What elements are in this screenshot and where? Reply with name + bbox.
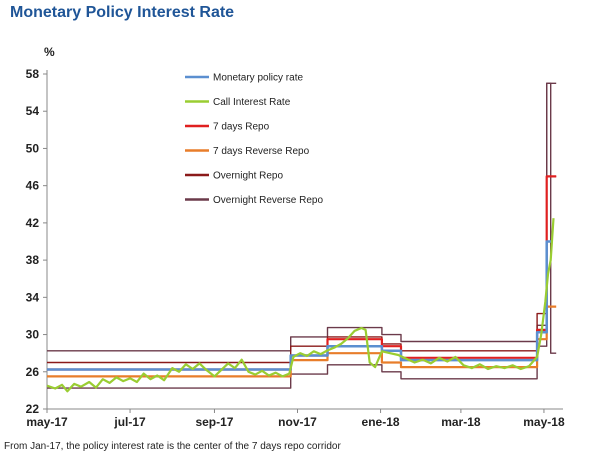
- y-tick-label: 34: [26, 290, 40, 304]
- y-axis-unit-label: %: [44, 45, 55, 59]
- y-tick-label: 30: [26, 328, 40, 342]
- series-line-overnight-repo: [47, 175, 557, 364]
- y-tick-label: 50: [26, 141, 40, 155]
- y-tick-label: 54: [26, 104, 40, 118]
- series-line-7-days-reverse-repo: [47, 305, 557, 378]
- legend-label: Overnight Repo: [213, 171, 283, 182]
- y-tick-label: 46: [26, 179, 40, 193]
- chart-title: Monetary Policy Interest Rate: [10, 4, 235, 21]
- x-tick-label: mar-18: [441, 415, 481, 429]
- series-line-corridor-upper: [47, 82, 557, 352]
- x-tick-label: jul-17: [113, 415, 146, 429]
- series-line-call-interest-rate: [46, 218, 555, 393]
- legend-label: 7 days Reverse Repo: [213, 146, 310, 157]
- chart-footnote: From Jan-17, the policy interest rate is…: [4, 441, 341, 452]
- series-line-overnight-reverse-repo: [47, 82, 557, 389]
- legend-label: Monetary policy rate: [213, 73, 303, 84]
- y-tick-label: 42: [26, 216, 40, 230]
- y-tick-label: 26: [26, 365, 40, 379]
- chart-series-layer: [46, 82, 557, 393]
- chart-legend: Monetary policy rate Call Interest Rate 7 …: [185, 73, 323, 206]
- y-tick-label: 38: [26, 253, 40, 267]
- chart-axes: 22 26 30 34 38 42 46 50 54 58 may-17 jul-17 sep-17 no…: [26, 67, 565, 429]
- x-tick-label: sep-17: [195, 415, 233, 429]
- legend-label: 7 days Repo: [213, 122, 270, 133]
- x-tick-label: nov-17: [278, 415, 317, 429]
- x-tick-label: may-18: [523, 415, 565, 429]
- legend-label: Call Interest Rate: [213, 97, 291, 108]
- y-tick-label: 22: [26, 402, 40, 416]
- y-tick-label: 58: [26, 67, 40, 81]
- x-tick-label: ene-18: [362, 415, 400, 429]
- legend-label: Overnight Reverse Repo: [213, 195, 323, 206]
- x-tick-label: may-17: [26, 415, 68, 429]
